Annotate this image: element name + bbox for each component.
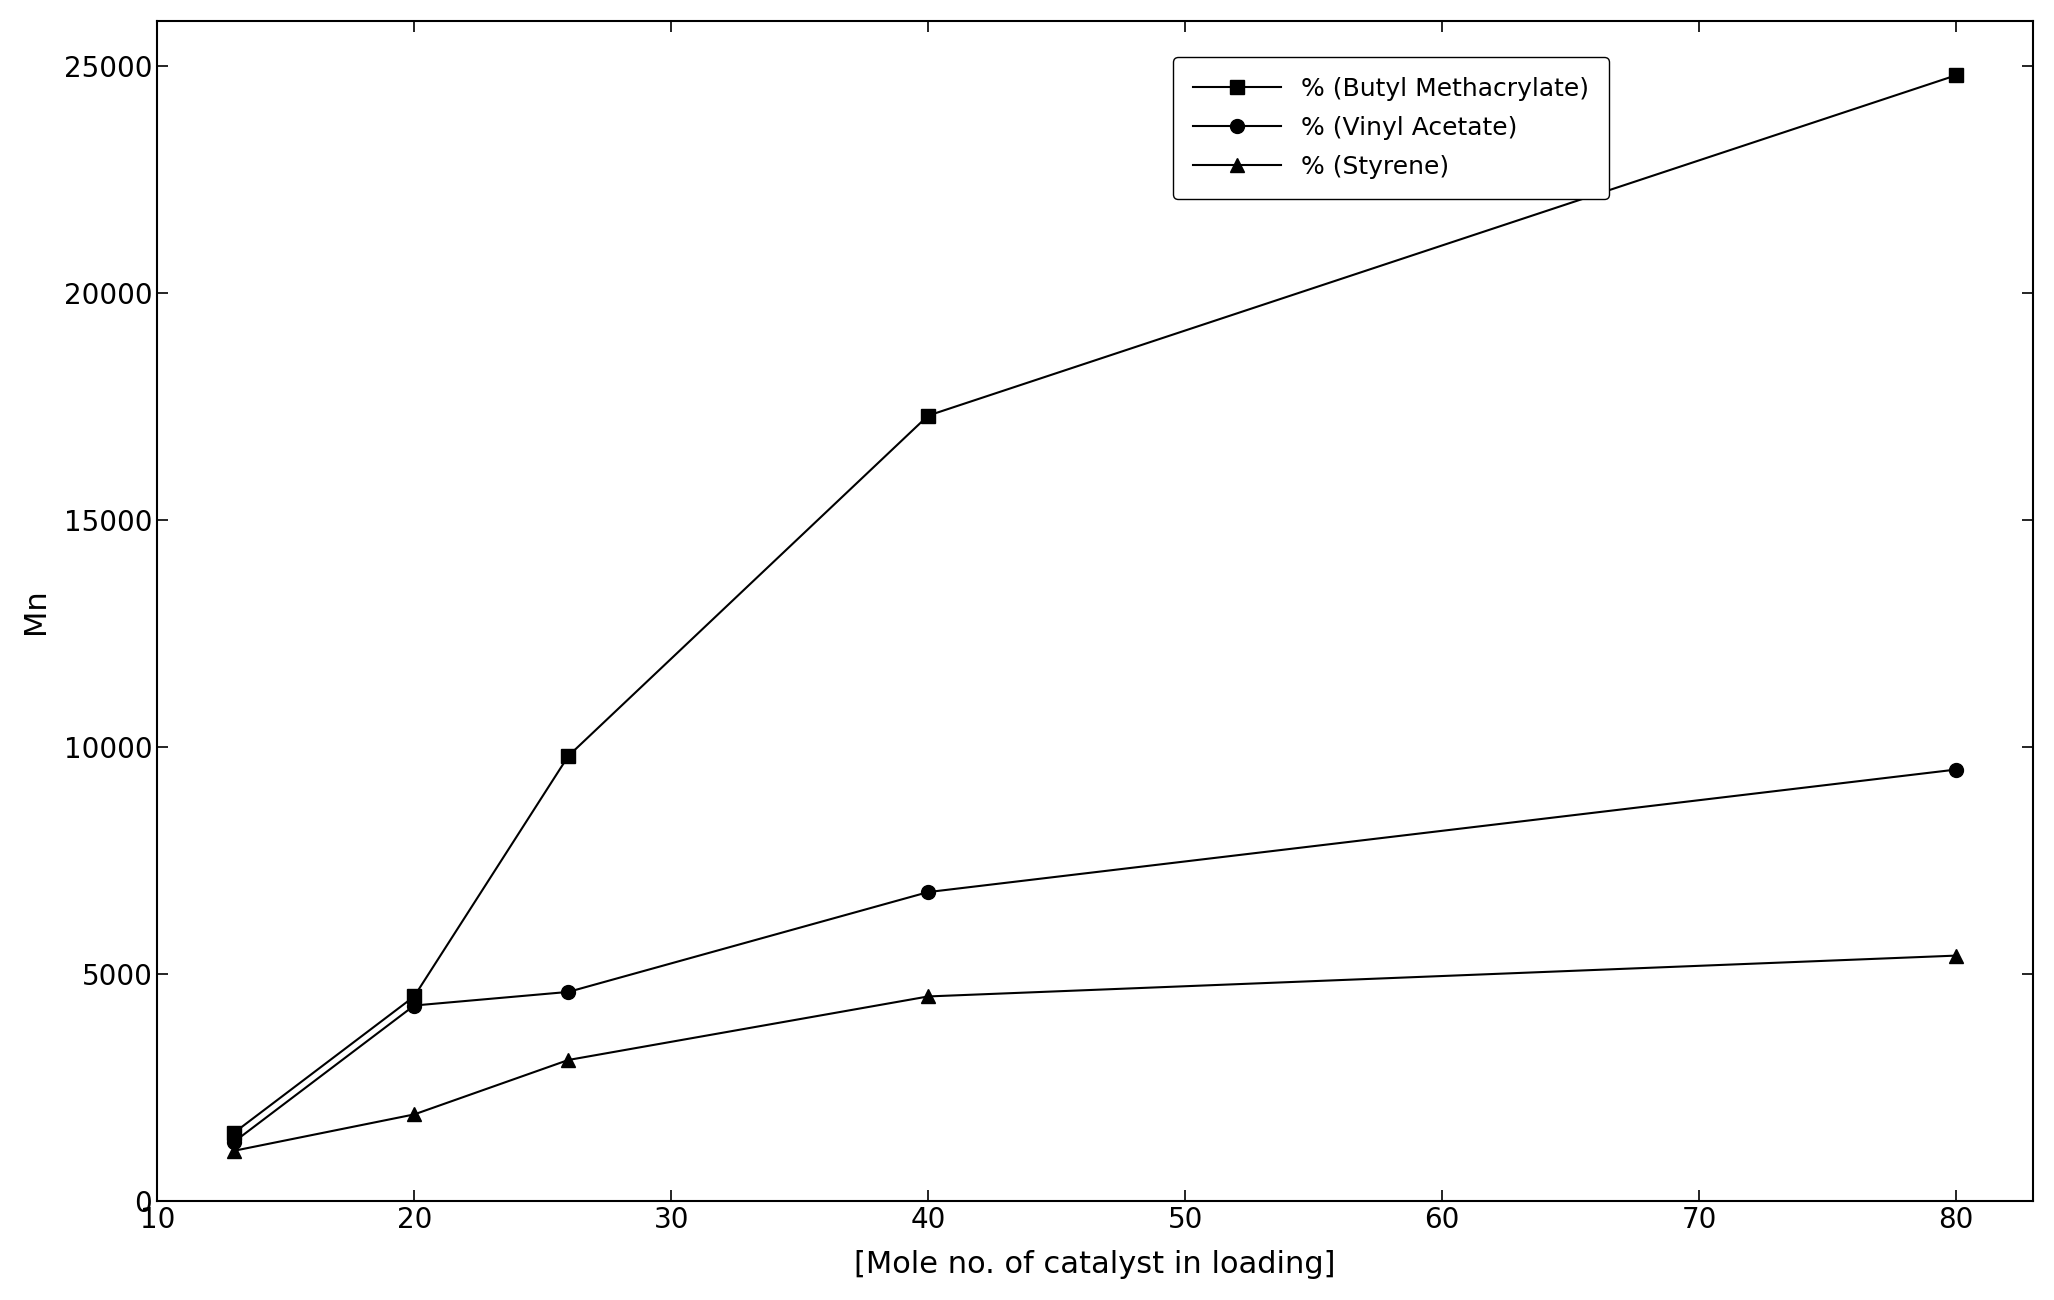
% (Vinyl Acetate) [1943,762,1968,777]
Legend: % (Butyl Methacrylate), % (Vinyl Acetate), % (Styrene): % (Butyl Methacrylate), % (Vinyl Acetate… [1173,57,1608,199]
% (Butyl Methacrylate) [222,1124,246,1140]
% (Butyl Methacrylate) [1943,68,1968,83]
% (Butyl Methacrylate) [916,408,941,424]
% (Styrene) [1943,948,1968,963]
% (Butyl Methacrylate) [403,988,427,1004]
% (Vinyl Acetate) [222,1134,246,1149]
Line: % (Styrene): % (Styrene) [228,949,1964,1158]
% (Vinyl Acetate) [403,997,427,1013]
% (Vinyl Acetate) [557,984,581,1000]
% (Styrene) [403,1106,427,1122]
Y-axis label: Mn: Mn [21,588,49,633]
% (Styrene) [916,988,941,1004]
X-axis label: [Mole no. of catalyst in loading]: [Mole no. of catalyst in loading] [854,1251,1335,1279]
% (Vinyl Acetate) [916,884,941,900]
% (Styrene) [222,1143,246,1158]
Line: % (Butyl Methacrylate): % (Butyl Methacrylate) [228,69,1964,1140]
Line: % (Vinyl Acetate): % (Vinyl Acetate) [228,763,1964,1149]
% (Butyl Methacrylate) [557,747,581,763]
% (Styrene) [557,1052,581,1067]
